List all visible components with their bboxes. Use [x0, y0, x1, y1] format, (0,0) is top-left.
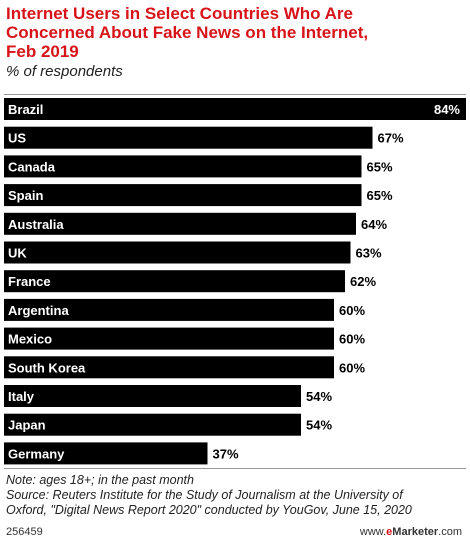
bar-mexico [4, 327, 334, 350]
category-label: Canada [8, 159, 56, 174]
top-divider [4, 94, 466, 95]
category-label: Italy [8, 389, 35, 404]
bar-chart: Brazil 84% US 67% Canada 65% Spain 65% Australia… [4, 98, 466, 465]
category-label: Brazil [8, 102, 43, 117]
chart-title: Internet Users in Select Countries Who A… [6, 4, 464, 61]
bar-uk [4, 241, 351, 264]
source-text-line: Oxford, "Digital News Report 2020" condu… [6, 503, 412, 517]
value-label: 65% [367, 159, 393, 174]
bar-spain [4, 184, 362, 207]
category-label: Japan [8, 418, 46, 433]
chart-title-line: Internet Users in Select Countries Who A… [6, 4, 353, 23]
category-label: Spain [8, 188, 43, 203]
bar-us [4, 126, 373, 149]
value-label: 67% [378, 131, 404, 146]
chart-notes: Note: ages 18+; in the past month Source… [6, 473, 466, 518]
value-label: 54% [306, 418, 332, 433]
chart-header: Internet Users in Select Countries Who A… [6, 4, 464, 81]
category-label: France [8, 274, 51, 289]
bar-canada [4, 155, 362, 178]
chart-footer: 256459 www.eMarketer.com [6, 526, 462, 540]
value-label: 84% [434, 102, 460, 117]
note-text: Note: ages 18+; in the past month [6, 473, 194, 487]
value-label: 63% [356, 246, 382, 261]
bar-argentina [4, 298, 334, 321]
value-label: 62% [350, 274, 376, 289]
bar-brazil [4, 98, 466, 120]
brand-e: e [386, 526, 393, 538]
bar-france [4, 270, 345, 293]
category-label: US [8, 131, 26, 146]
category-label: Argentina [8, 303, 69, 318]
value-label: 60% [339, 332, 365, 347]
value-label: 60% [339, 303, 365, 318]
category-label: Australia [8, 217, 64, 232]
bar-japan [4, 413, 301, 436]
category-label: South Korea [8, 360, 86, 375]
bar-south-korea [4, 356, 334, 379]
value-label: 37% [213, 446, 239, 461]
chart-subtitle: % of respondents [6, 63, 123, 80]
brand-logo[interactable]: www.eMarketer.com [360, 526, 462, 538]
bottom-divider [4, 468, 466, 469]
category-label: Mexico [8, 332, 52, 347]
value-label: 60% [339, 360, 365, 375]
chart-title-line: Concerned About Fake News on the Interne… [6, 23, 369, 42]
bar-italy [4, 385, 301, 407]
category-label: UK [8, 246, 27, 261]
chart-title-line: Feb 2019 [6, 42, 79, 61]
value-label: 65% [367, 188, 393, 203]
source-text-line: Source: Reuters Institute for the Study … [6, 488, 403, 502]
bar-germany [4, 442, 208, 465]
value-label: 54% [306, 389, 332, 404]
chart-id: 256459 [6, 526, 43, 538]
bar-australia [4, 212, 356, 235]
brand-name: Marketer [392, 526, 439, 538]
brand-suffix: .com [438, 526, 462, 538]
value-label: 64% [361, 217, 387, 232]
category-label: Germany [8, 446, 65, 461]
brand-www: www. [359, 526, 387, 538]
